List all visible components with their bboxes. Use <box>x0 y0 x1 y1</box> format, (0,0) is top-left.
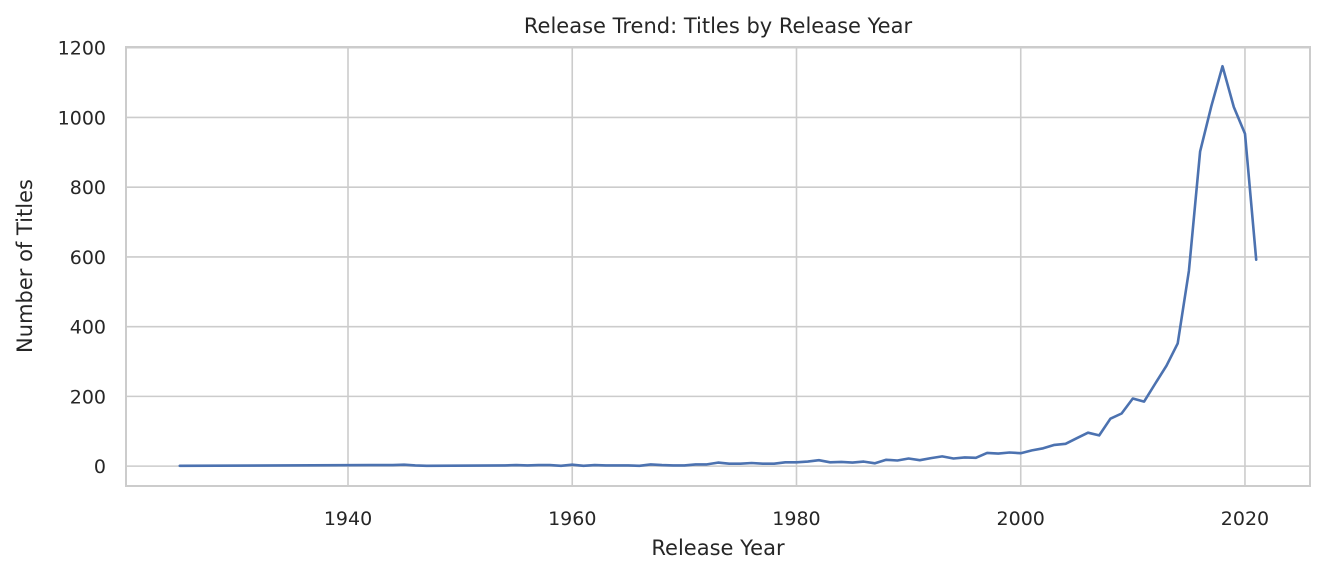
y-tick-label: 0 <box>94 456 106 478</box>
series-line-1 <box>178 64 1258 468</box>
y-tick-label: 1200 <box>58 38 106 60</box>
x-tick-label: 1940 <box>324 508 372 530</box>
plot-frame <box>125 46 1311 487</box>
y-axis-title: Number of Titles <box>13 179 37 353</box>
y-tick-label: 800 <box>70 177 106 199</box>
x-tick-label: 1980 <box>772 508 820 530</box>
x-tick-label: 2000 <box>997 508 1045 530</box>
x-tick-label: 1960 <box>548 508 596 530</box>
x-tick-label: 2020 <box>1221 508 1269 530</box>
series-layer <box>178 64 1258 468</box>
x-axis-title: Release Year <box>651 536 785 560</box>
y-tick-label: 200 <box>70 386 106 408</box>
y-tick-label: 600 <box>70 247 106 269</box>
y-tick-label: 400 <box>70 317 106 339</box>
grid-lines <box>126 46 1310 486</box>
y-tick-label: 1000 <box>58 107 106 129</box>
chart-title: Release Trend: Titles by Release Year <box>524 14 913 38</box>
tick-labels: 0 200 400 600 800 1000 1200 1940 1960 1980 2000 202… <box>58 38 1270 530</box>
